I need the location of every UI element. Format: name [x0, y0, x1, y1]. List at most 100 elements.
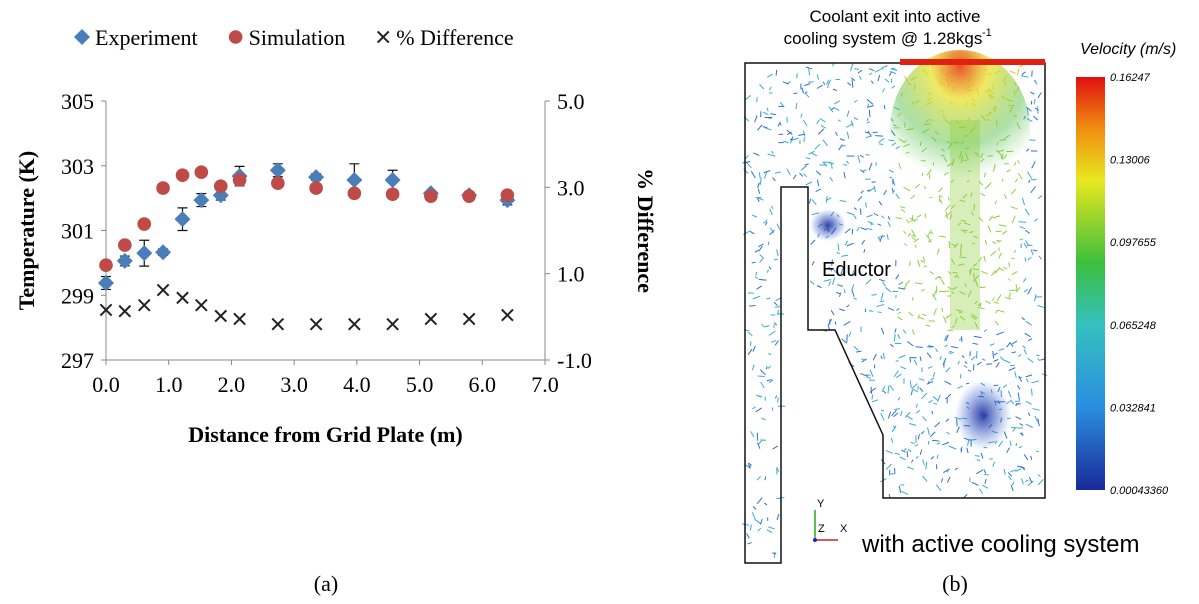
vector	[975, 456, 980, 457]
vector	[804, 137, 805, 142]
y-tick-label: 301	[61, 219, 94, 244]
y-tick-label: 303	[61, 154, 94, 179]
y-tick-label: 305	[61, 89, 94, 114]
point	[155, 244, 171, 260]
vector	[924, 266, 927, 267]
vector	[860, 208, 861, 214]
vector	[749, 306, 755, 307]
point	[348, 186, 362, 200]
vector	[864, 249, 865, 252]
vector	[765, 476, 766, 480]
axis-label: Z	[818, 523, 825, 535]
point	[193, 192, 209, 208]
point	[177, 292, 188, 303]
superscript: -1	[982, 27, 992, 39]
x-tick-label: 3.0	[280, 372, 308, 397]
point	[119, 306, 130, 317]
point	[386, 187, 400, 201]
point	[176, 168, 190, 182]
point	[136, 245, 152, 261]
vector	[854, 69, 859, 70]
vector	[794, 93, 798, 94]
x-tick-label: 2.0	[218, 372, 246, 397]
point	[424, 189, 438, 203]
vector	[1010, 365, 1015, 366]
x-tick-label: 7.0	[531, 372, 559, 397]
caption: (a)	[314, 571, 338, 596]
legend-label: Experiment	[95, 25, 198, 50]
point	[156, 181, 170, 195]
point	[385, 172, 401, 188]
vector	[932, 440, 939, 441]
colorbar-title: Velocity (m/s)	[1080, 41, 1176, 58]
colorbar-label: 0.065248	[1110, 320, 1157, 332]
vector	[775, 307, 780, 308]
point	[502, 310, 513, 321]
point	[118, 238, 132, 252]
point	[234, 313, 245, 324]
legend-marker	[74, 29, 90, 45]
y-tick-label: 297	[61, 348, 94, 373]
title: Coolant exit into active	[809, 7, 980, 26]
point	[272, 319, 283, 330]
vector	[750, 465, 751, 468]
vector	[1032, 389, 1033, 396]
vector	[756, 272, 757, 276]
point	[137, 217, 151, 231]
y-axis-title: Temperature (K)	[14, 151, 39, 310]
y2-tick-label: -1.0	[557, 348, 592, 373]
point	[271, 176, 285, 190]
x-axis-title: Distance from Grid Plate (m)	[188, 422, 463, 447]
exit	[900, 59, 1045, 65]
x-tick-label: 4.0	[343, 372, 371, 397]
legend-marker	[229, 30, 243, 44]
point	[462, 189, 476, 203]
y-tick-label: 299	[61, 283, 94, 308]
colorbar-label: 0.00043360	[1110, 485, 1169, 497]
point	[270, 162, 286, 178]
legend-marker	[378, 31, 389, 42]
legend-label: Simulation	[249, 25, 346, 50]
point	[501, 188, 515, 202]
y2-tick-label: 5.0	[557, 89, 585, 114]
label: Eductor	[822, 259, 891, 281]
vector	[912, 215, 913, 220]
vortex	[955, 380, 1011, 450]
colorbar	[1076, 77, 1105, 490]
point	[99, 258, 113, 272]
vector	[976, 351, 977, 358]
point	[425, 313, 436, 324]
point	[215, 310, 226, 321]
vector	[778, 310, 779, 315]
colorbar-label: 0.16247	[1110, 72, 1151, 84]
vector	[866, 155, 870, 156]
figure: (a) (b) Y Z	[0, 0, 1199, 604]
vector	[915, 245, 916, 248]
vector	[776, 70, 777, 76]
vector	[879, 144, 883, 145]
x-tick-label: 5.0	[406, 372, 434, 397]
point	[464, 313, 475, 324]
x-tick-label: 1.0	[155, 372, 183, 397]
point	[310, 319, 321, 330]
vector	[766, 366, 767, 369]
colorbar-label: 0.032841	[1110, 402, 1156, 414]
axis-label: Y	[817, 498, 825, 510]
vector	[1029, 140, 1035, 141]
point	[346, 172, 362, 188]
jet	[950, 120, 980, 330]
point	[139, 300, 150, 311]
vortex	[810, 209, 846, 241]
vector	[934, 404, 937, 405]
point	[117, 253, 133, 269]
vector	[910, 261, 911, 266]
x-tick-label: 6.0	[469, 372, 497, 397]
vector	[873, 132, 878, 133]
colorbar-label: 0.097655	[1110, 237, 1157, 249]
point	[157, 284, 168, 295]
title: cooling system @ 1.28kgs	[784, 29, 983, 48]
vector	[767, 108, 768, 111]
vector	[774, 259, 778, 260]
vector	[871, 295, 876, 296]
point	[214, 179, 228, 193]
